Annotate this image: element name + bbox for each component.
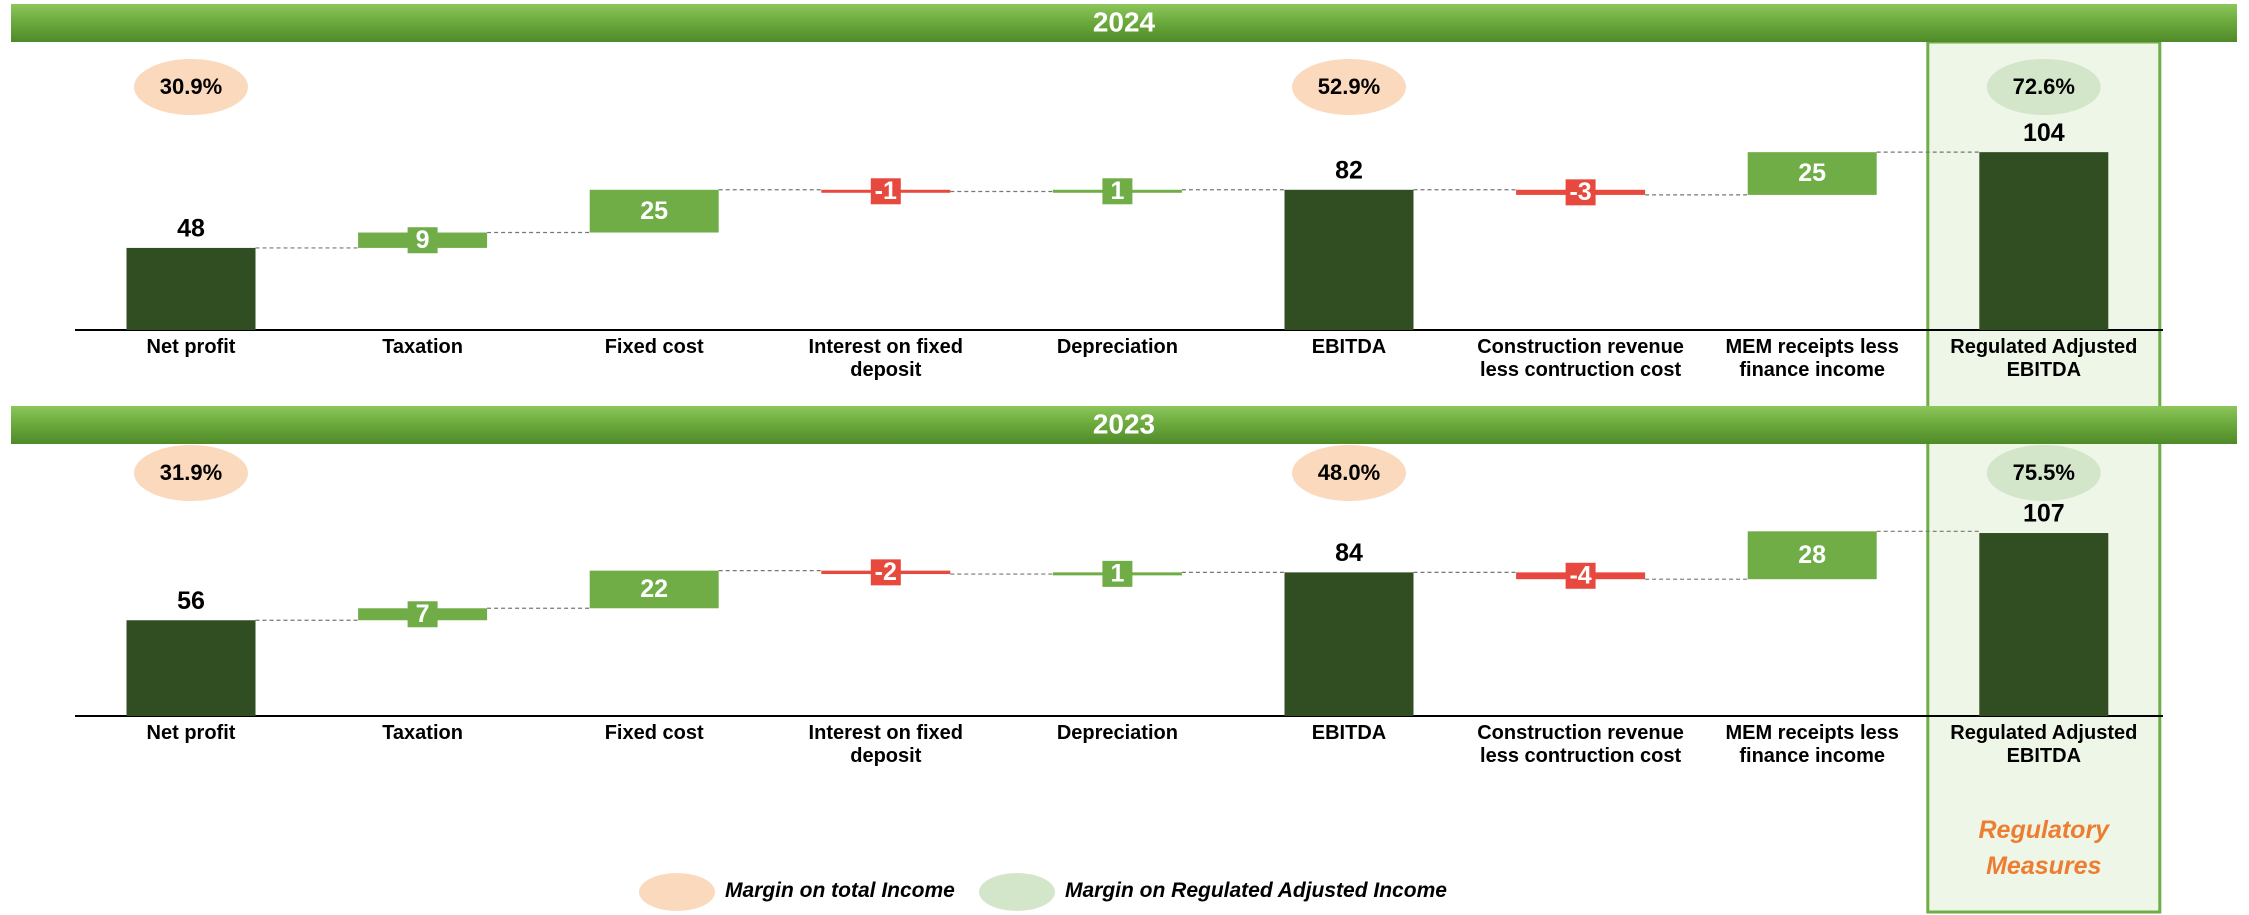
margin-label: 48.0% bbox=[1318, 460, 1380, 485]
value-label-bg bbox=[870, 178, 901, 205]
value-label: 107 bbox=[2023, 500, 2065, 528]
value-label-bg bbox=[1102, 178, 1133, 205]
bar bbox=[1747, 152, 1877, 195]
value-label: 25 bbox=[640, 197, 668, 225]
value-label: 56 bbox=[177, 587, 205, 615]
margin-bubble bbox=[134, 59, 248, 115]
value-label: 1 bbox=[1110, 559, 1124, 587]
value-label: 28 bbox=[1798, 541, 1826, 569]
banner bbox=[11, 406, 2237, 444]
value-label-bg bbox=[407, 601, 438, 628]
category-label: MEM receipts less finance income bbox=[1725, 722, 1899, 767]
value-label: 7 bbox=[416, 600, 430, 628]
category-label: Construction revenue less contruction co… bbox=[1477, 722, 1684, 767]
category-label: Regulated Adjusted EBITDA bbox=[1950, 722, 2138, 767]
bar bbox=[1979, 533, 2109, 716]
value-label-bg bbox=[1565, 562, 1596, 589]
bar bbox=[126, 620, 256, 716]
category-label: Construction revenue less contruction co… bbox=[1477, 336, 1684, 381]
category-label: Depreciation bbox=[1056, 336, 1178, 358]
category-label: Taxation bbox=[382, 722, 463, 744]
value-label: 1 bbox=[1110, 177, 1124, 205]
category-label: Fixed cost bbox=[604, 722, 704, 744]
category-label: Taxation bbox=[382, 336, 463, 358]
legend-label: Margin on total Income bbox=[725, 879, 955, 902]
margin-label: 30.9% bbox=[160, 74, 222, 99]
value-label-bg bbox=[1565, 179, 1596, 206]
category-label: Depreciation bbox=[1056, 722, 1178, 744]
category-label: Net profit bbox=[146, 336, 236, 358]
value-label: 25 bbox=[1798, 159, 1826, 187]
margin-bubble bbox=[134, 445, 248, 501]
value-label: 82 bbox=[1335, 156, 1363, 184]
value-label: -2 bbox=[875, 558, 897, 586]
value-label: 9 bbox=[416, 226, 430, 254]
banner bbox=[11, 4, 2237, 42]
category-label: MEM receipts less finance income bbox=[1725, 336, 1899, 381]
margin-label: 52.9% bbox=[1318, 74, 1380, 99]
chart-title: 2024 bbox=[1093, 6, 1156, 37]
category-label: Interest on fixed deposit bbox=[808, 722, 964, 767]
margin-bubble bbox=[1986, 445, 2101, 501]
legend-label: Margin on Regulated Adjusted Income bbox=[1065, 879, 1447, 902]
category-label: Interest on fixed deposit bbox=[808, 336, 964, 381]
margin-bubble bbox=[1292, 445, 1406, 501]
category-label: EBITDA bbox=[1311, 336, 1387, 358]
value-label: 22 bbox=[640, 575, 668, 603]
margin-bubble bbox=[1292, 59, 1406, 115]
value-label: -4 bbox=[1569, 561, 1591, 589]
bar bbox=[1284, 189, 1414, 330]
legend-swatch bbox=[979, 873, 1055, 911]
bar bbox=[589, 189, 719, 233]
bar bbox=[1979, 152, 2109, 330]
legend-swatch bbox=[639, 873, 715, 911]
bar bbox=[1284, 572, 1414, 716]
category-label: EBITDA bbox=[1311, 722, 1387, 744]
chart-title: 2023 bbox=[1093, 408, 1155, 439]
value-label-bg bbox=[407, 227, 438, 254]
bar bbox=[1747, 531, 1877, 580]
margin-bubble bbox=[1986, 59, 2101, 115]
bar bbox=[126, 247, 256, 330]
value-label: 48 bbox=[177, 215, 205, 243]
highlight-label: Regulatory Measures bbox=[1978, 816, 2110, 880]
category-label: Regulated Adjusted EBITDA bbox=[1950, 336, 2138, 381]
margin-label: 75.5% bbox=[2013, 460, 2075, 485]
category-label: Net profit bbox=[146, 722, 236, 744]
value-label-bg bbox=[1102, 560, 1133, 587]
value-label-bg bbox=[870, 559, 901, 586]
bar bbox=[589, 570, 719, 609]
margin-label: 72.6% bbox=[2013, 74, 2075, 99]
value-label: 84 bbox=[1335, 539, 1363, 567]
value-label: -3 bbox=[1569, 178, 1591, 206]
category-label: Fixed cost bbox=[604, 336, 704, 358]
value-label: 104 bbox=[2023, 119, 2065, 147]
value-label: -1 bbox=[875, 177, 897, 205]
margin-label: 31.9% bbox=[160, 460, 222, 485]
